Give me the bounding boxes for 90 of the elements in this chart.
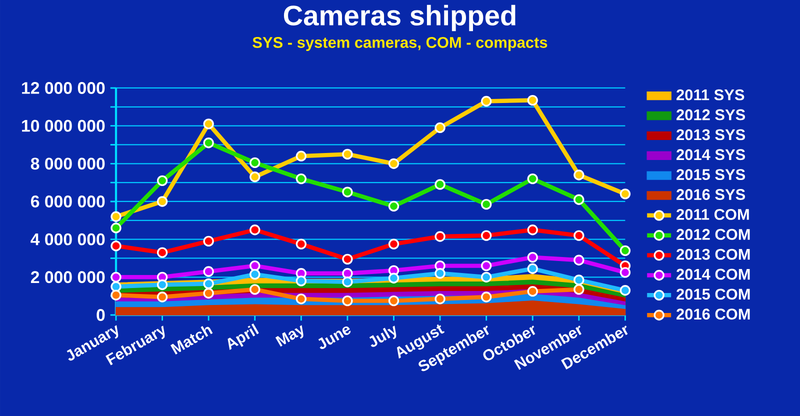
y-tick-label: 2 000 000 [30, 271, 105, 284]
point [296, 276, 307, 286]
point [434, 231, 446, 242]
point [434, 122, 446, 134]
point [203, 266, 214, 277]
point [296, 238, 307, 250]
point [574, 274, 584, 286]
point [574, 230, 584, 241]
point [574, 170, 584, 180]
y-tick-label: 0 [96, 309, 105, 321]
point [527, 94, 538, 106]
point [250, 157, 260, 168]
point [388, 272, 400, 284]
point [527, 252, 538, 263]
legend-label: 2015 SYS [676, 169, 746, 180]
point [388, 158, 400, 169]
legend-label: 2011 SYS [676, 89, 744, 100]
point [203, 288, 214, 299]
point [342, 276, 353, 288]
point [250, 284, 260, 295]
y-tick-label: 8 000 000 [30, 158, 105, 170]
point [250, 260, 260, 272]
point [342, 186, 353, 198]
x-tick-label: May [275, 325, 304, 347]
point [156, 279, 168, 290]
point [156, 292, 168, 302]
point [296, 294, 307, 304]
x-tick-label: June [318, 326, 351, 350]
y-tick-label: 10 000 000 [22, 120, 105, 132]
point [296, 173, 307, 184]
point [110, 222, 122, 234]
point [156, 175, 168, 186]
point [434, 268, 446, 279]
point [110, 281, 122, 292]
point [480, 230, 492, 241]
point [527, 224, 538, 236]
point [342, 148, 353, 160]
legend-label: 2014 SYS [676, 149, 746, 160]
legend-label: 2014 COM [676, 268, 750, 280]
point [527, 173, 538, 184]
legend-label: 2016 SYS [676, 189, 746, 200]
point [434, 294, 446, 304]
point [480, 96, 492, 107]
point [434, 179, 446, 190]
point [480, 198, 492, 210]
legend-label: 2012 SYS [676, 109, 746, 120]
point [110, 272, 122, 282]
point [156, 196, 168, 207]
point [342, 295, 353, 306]
y-tick-label: 6 000 000 [30, 196, 105, 208]
point [203, 236, 214, 247]
legend-label: 2013 SYS [676, 129, 746, 140]
point [110, 290, 122, 300]
point [620, 245, 631, 256]
point [296, 150, 307, 162]
point [388, 238, 400, 250]
legend-label: 2016 COM [676, 308, 750, 320]
legend-label: 2011 COM [676, 208, 749, 220]
point [527, 263, 538, 274]
point [203, 278, 214, 290]
chart-subtitle: SYS - system cameras, COM - compacts [252, 37, 548, 51]
point [620, 267, 631, 278]
point [480, 260, 492, 272]
point [527, 286, 538, 297]
point [250, 268, 260, 280]
point [110, 211, 122, 222]
point [250, 224, 260, 236]
point [620, 285, 631, 296]
point [250, 172, 260, 182]
point [203, 118, 214, 130]
point [480, 272, 492, 282]
point [156, 247, 168, 258]
chart-title: Cameras shipped [284, 4, 516, 32]
point [480, 292, 492, 302]
point [620, 188, 631, 200]
legend-label: 2015 COM [676, 288, 750, 300]
point [110, 240, 122, 252]
point [574, 284, 584, 295]
point [388, 295, 400, 306]
x-tick-label: July [369, 326, 396, 347]
legend-label: 2012 COM [676, 228, 750, 240]
y-tick-label: 4 000 000 [30, 233, 105, 246]
point [342, 268, 353, 279]
point [342, 254, 353, 265]
point [574, 254, 584, 266]
y-tick-label: 12 000 000 [22, 82, 105, 94]
point [574, 194, 584, 205]
legend-label: 2013 COM [676, 248, 750, 260]
point [388, 200, 400, 212]
point [203, 138, 214, 148]
